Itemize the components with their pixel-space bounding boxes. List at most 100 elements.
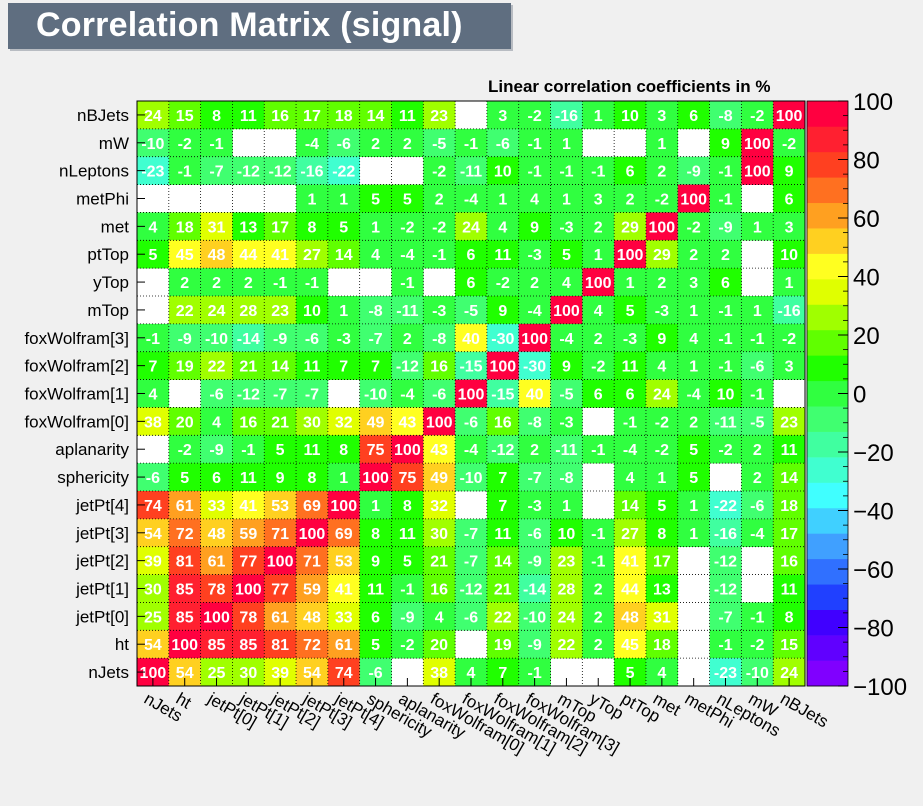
cell-value-label: -5 [559,387,573,404]
cell-value-label: -4 [687,387,701,404]
cell-value-label: 61 [271,609,289,626]
heatmap-cell [773,184,806,213]
cell-value-label: 24 [780,665,798,682]
cell-value-label: 3 [785,359,794,376]
heatmap-cell [709,240,742,269]
heatmap-cell [741,463,774,492]
heatmap-cell [486,630,520,659]
heatmap-cell [455,546,488,575]
cell-value-label: -9 [273,331,287,348]
cell-value-label: 1 [562,136,571,153]
heatmap-cell [423,546,456,575]
cell-value-label: -4 [750,526,764,543]
heatmap-cell [709,156,742,185]
heatmap-cell [741,351,774,380]
heatmap-cell [423,518,456,548]
cell-value-label: 8 [212,108,221,125]
cell-value-label: 2 [594,637,603,654]
cell-value-label: 16 [271,108,289,125]
cell-value-label: 54 [144,637,162,654]
heatmap-cell [264,212,297,241]
cell-value-label: 53 [335,554,353,571]
heatmap-cell [423,296,456,325]
colorbar-segment [807,660,848,687]
cell-value-label: -16 [714,526,737,543]
heatmap-cell [773,212,806,241]
cell-value-label: 10 [621,108,639,125]
cell-value-label: 45 [621,637,639,654]
cell-value-label: 48 [303,609,321,626]
heatmap-cell [709,212,742,241]
cell-value-label: 14 [335,247,353,264]
heatmap-cell [391,184,424,213]
heatmap-cell [296,435,329,464]
cell-value-label: 23 [780,414,798,431]
heatmap-cell [232,296,265,325]
heatmap-cell [550,574,583,603]
cell-value-label: 5 [562,247,571,264]
heatmap-cell [391,268,424,297]
y-tick-label: yTop [93,273,129,292]
cell-value-label: 22 [558,637,576,654]
heatmap-cell [486,128,520,158]
cell-value-label: -9 [178,331,192,348]
cell-value-label: 6 [212,470,221,487]
heatmap-cell [773,128,806,158]
cell-value-label: -12 [714,582,737,599]
cell-value-label: 11 [781,442,798,459]
y-tick-label: met [101,217,130,236]
cell-value-label: 9 [657,331,666,348]
cell-value-label: -1 [591,442,605,459]
heatmap-cell [423,101,456,130]
cell-value-label: -1 [718,637,732,654]
heatmap-cell [677,323,710,353]
cell-value-label: 4 [467,665,476,682]
cell-value-label: 14 [780,470,798,487]
heatmap-cell [677,268,710,297]
heatmap-cell [486,407,520,436]
cell-value-label: 10 [558,526,576,543]
cell-value-label: -6 [337,136,351,153]
heatmap-cell [327,101,360,130]
cell-value-label: -1 [400,582,414,599]
cell-value-label: 4 [594,303,603,320]
cell-value-label: 10 [717,387,735,404]
heatmap-cell [168,128,201,158]
cell-value-label: -1 [432,247,446,264]
cell-value-label: -3 [337,331,351,348]
cell-value-label: 19 [494,637,512,654]
heatmap-cell [550,323,583,353]
cell-value-label: 5 [180,470,189,487]
cell-value-label: -7 [464,554,478,571]
heatmap-cell [455,602,488,631]
heatmap-cell [200,268,233,297]
heatmap-cell [645,128,679,158]
heatmap-cell [773,574,806,603]
heatmap-cell [296,296,329,325]
cell-value-label: 38 [430,665,448,682]
heatmap-cell [264,156,297,185]
cell-value-label: -8 [528,414,542,431]
cell-value-label: 100 [203,609,230,626]
heatmap-cell [677,212,710,241]
cell-value-label: 30 [239,665,257,682]
heatmap-cell [773,435,806,464]
heatmap-cell [614,630,647,659]
cell-value-label: -10 [141,136,164,153]
heatmap-cell [518,546,551,575]
heatmap-cell [582,296,615,325]
heatmap-cell [550,463,583,492]
heatmap-cell [709,602,742,631]
cell-value-label: 2 [435,192,444,209]
cells-group [137,101,806,687]
cell-value-label: -1 [400,275,414,292]
cell-value-label: -4 [528,303,542,320]
cell-value-label: 14 [271,359,289,376]
cell-value-label: 21 [239,359,257,376]
colorbar-segment [807,253,848,280]
colorbar-segment [807,406,848,432]
heatmap-cell [327,407,360,436]
heatmap-cell [455,574,488,603]
cell-value-label: -1 [718,164,732,181]
colorbar-segment [807,101,848,127]
